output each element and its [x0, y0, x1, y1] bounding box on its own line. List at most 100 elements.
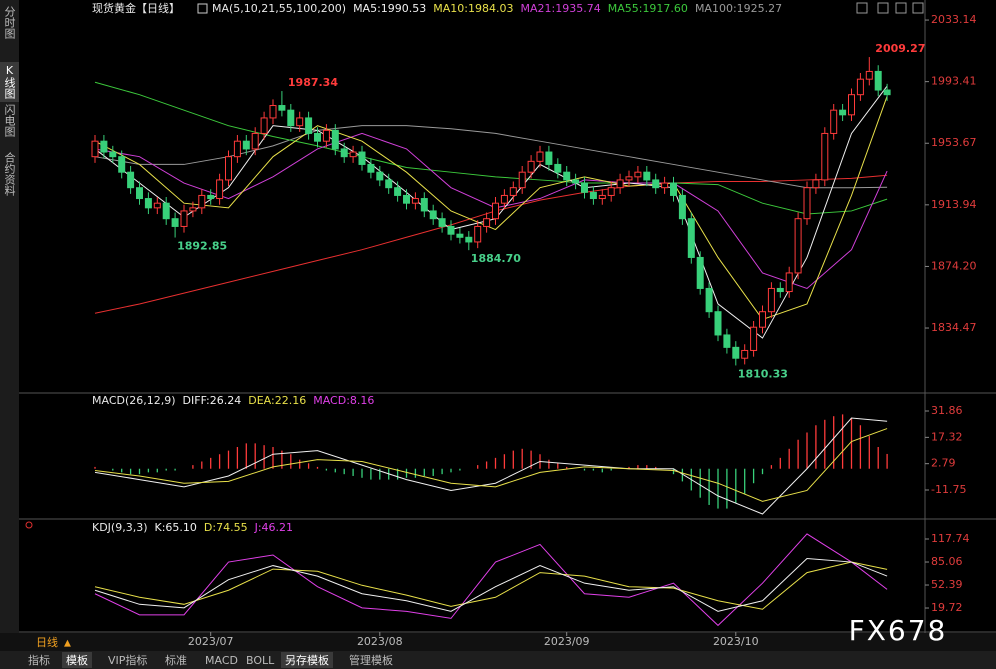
window-button[interactable] — [895, 2, 907, 14]
candle-body — [180, 210, 188, 227]
footer-tab[interactable]: VIP指标 — [108, 653, 147, 667]
candle-body — [527, 160, 535, 173]
sidebar-tab[interactable]: K线图 — [3, 64, 16, 100]
y-tick-label: 1993.41 — [931, 75, 977, 88]
candle-body — [465, 236, 473, 243]
candle-body — [144, 198, 152, 209]
footer-tab[interactable]: MACD — [205, 654, 238, 667]
candle-body — [305, 117, 313, 134]
indicator-line — [94, 417, 888, 515]
candle-body — [598, 194, 606, 200]
watermark: FX678 — [849, 614, 948, 647]
candle-body — [109, 151, 117, 158]
y-tick-label: 1874.20 — [931, 259, 977, 272]
candle-body — [741, 349, 749, 359]
candle-body — [821, 132, 829, 181]
legend-entry: KDJ(9,3,3) — [92, 521, 148, 534]
x-tick-label: 2023/07 — [188, 635, 234, 648]
candle-body — [812, 179, 820, 189]
candle-body — [349, 151, 357, 158]
candle-body — [394, 187, 402, 196]
sidebar-active — [0, 62, 19, 102]
footer-tab[interactable]: 模板 — [66, 653, 88, 667]
candle-body — [474, 225, 482, 243]
candle-body — [589, 191, 597, 200]
window-button[interactable] — [856, 2, 868, 14]
indicator-line — [94, 561, 888, 610]
candle-body — [367, 163, 375, 173]
y-tick-label: -11.75 — [931, 483, 966, 496]
sidebar-tab[interactable]: 闪电图 — [3, 103, 16, 138]
candle-body — [616, 179, 624, 189]
candle-body — [607, 187, 615, 196]
candle-body — [678, 194, 686, 220]
candle-body — [438, 218, 446, 227]
sidebar — [0, 0, 19, 633]
candle-body — [242, 140, 250, 150]
legend-entry: K:65.10 — [155, 521, 197, 534]
indicator-line — [94, 428, 888, 502]
legend-entry: MA100:1925.27 — [695, 2, 782, 15]
candle-body — [509, 187, 517, 196]
legend-entry: MA21:1935.74 — [521, 2, 601, 15]
candle-body — [314, 132, 321, 142]
period-label[interactable]: 日线 — [36, 635, 58, 649]
footer-tab[interactable]: 管理模板 — [349, 653, 393, 667]
candle-body — [661, 182, 669, 189]
window-button[interactable] — [877, 2, 889, 14]
candle-body — [581, 182, 588, 193]
candle-body — [545, 151, 553, 165]
indicator-line — [94, 533, 888, 627]
candle-body — [696, 256, 704, 289]
y-tick-label: 1953.67 — [931, 136, 977, 149]
price-annotation: 2009.27 — [875, 42, 925, 55]
period-arrow[interactable]: ▲ — [64, 639, 71, 649]
candle-body — [643, 171, 651, 181]
candle-body — [376, 171, 384, 181]
candle-body — [251, 132, 259, 150]
candle-body — [260, 117, 268, 134]
footer-tab[interactable]: BOLL — [246, 654, 275, 667]
candle-body — [403, 194, 410, 204]
candle-body — [759, 311, 766, 328]
footer-tab[interactable]: 另存模板 — [285, 653, 329, 667]
price-annotation: 1810.33 — [738, 367, 788, 380]
candle-body — [136, 187, 143, 200]
candle-body — [429, 210, 437, 220]
footer-tab[interactable]: 指标 — [28, 653, 50, 667]
candle-body — [207, 194, 215, 200]
candle-body — [91, 140, 99, 158]
panel-icon[interactable] — [25, 521, 33, 529]
candle-body — [100, 140, 108, 153]
legend-entry: MACD(26,12,9) — [92, 394, 176, 407]
sidebar-tab[interactable]: 分时图 — [3, 6, 16, 40]
price-annotation: 1884.70 — [471, 252, 521, 265]
sidebar-tab[interactable]: 合约资料 — [3, 151, 16, 197]
candle-body — [625, 176, 633, 181]
candle-body — [411, 198, 419, 204]
settings-icon[interactable] — [197, 3, 208, 14]
candle-body — [385, 179, 393, 189]
candle-body — [118, 156, 126, 173]
candle-body — [216, 179, 224, 200]
candle-body — [670, 182, 677, 196]
candle-body — [554, 163, 562, 173]
candle-body — [198, 194, 206, 209]
price-annotation: 1987.34 — [288, 76, 338, 89]
legend-entry: DIFF:26.24 — [183, 394, 242, 407]
indicator-line — [94, 81, 888, 215]
candle-body — [848, 94, 855, 116]
candle-body — [269, 105, 277, 119]
candle-body — [572, 179, 580, 184]
candle-body — [518, 171, 526, 189]
candle-body — [456, 233, 464, 238]
footer-tab[interactable]: 标准 — [165, 653, 187, 667]
y-tick-label: 17.32 — [931, 430, 963, 443]
candle-body — [162, 202, 170, 220]
x-tick-label: 2023/08 — [357, 635, 403, 648]
legend-entry: MA(5,10,21,55,100,200) — [212, 2, 346, 15]
window-button[interactable] — [912, 2, 924, 14]
candle-body — [340, 148, 348, 158]
candle-body — [785, 272, 793, 293]
legend-entry: MACD:8.16 — [313, 394, 374, 407]
